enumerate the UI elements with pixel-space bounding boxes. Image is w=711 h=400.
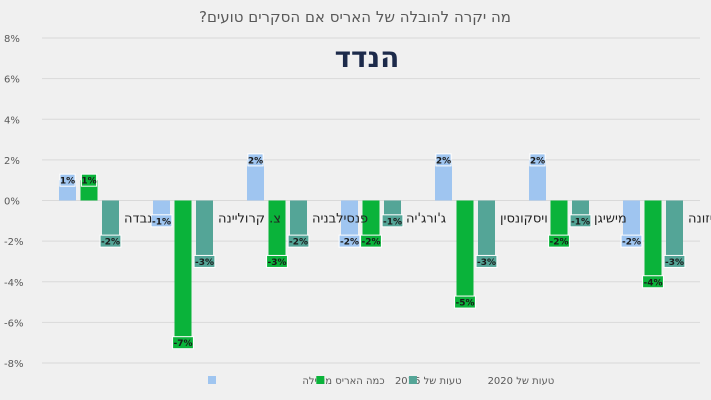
y-axis: -8% -6% -4% -2% 0% 2% 4% 6% 8% bbox=[4, 34, 23, 370]
bar bbox=[666, 200, 683, 262]
data-label: -2% bbox=[361, 238, 380, 248]
data-label-box bbox=[59, 173, 76, 187]
bar bbox=[550, 200, 568, 242]
data-label: -1% bbox=[383, 217, 402, 227]
bar bbox=[268, 200, 286, 262]
category-label: צ. קרוליינה bbox=[218, 212, 281, 227]
y-tick-label: 4% bbox=[4, 115, 20, 126]
bar bbox=[529, 159, 546, 201]
y-tick-label: -8% bbox=[4, 359, 23, 370]
category-label: נבדה bbox=[124, 212, 152, 227]
data-label: -2% bbox=[549, 238, 568, 248]
data-label: -7% bbox=[173, 339, 192, 349]
data-label-box bbox=[287, 234, 310, 248]
data-label-box bbox=[338, 234, 361, 248]
bars: 1% 1%-2%-1%-7%-3%2%-3%-2% -2% -2%-1%2%-5%-3… bbox=[59, 153, 686, 350]
category-label: פנסילבניה bbox=[312, 212, 368, 227]
data-label: 1% bbox=[81, 177, 96, 187]
data-label-box bbox=[569, 214, 592, 228]
data-label-box bbox=[99, 234, 122, 248]
y-tick-label: 8% bbox=[4, 34, 20, 45]
category-label: ויסקונסין bbox=[500, 212, 548, 227]
data-label-box bbox=[360, 234, 382, 248]
data-label: -3% bbox=[195, 258, 214, 268]
data-label: -5% bbox=[455, 299, 474, 309]
bar bbox=[174, 200, 192, 343]
y-tick-label: -4% bbox=[4, 278, 23, 289]
bar bbox=[247, 159, 264, 201]
y-tick-label: -2% bbox=[4, 237, 23, 248]
data-label-box bbox=[266, 254, 288, 268]
data-label-box bbox=[435, 153, 452, 167]
logo-text: הנדד bbox=[335, 41, 400, 74]
data-label-box bbox=[150, 214, 173, 228]
legend-swatch bbox=[316, 376, 325, 384]
legend-label: טעות של 2020 bbox=[488, 376, 555, 387]
bar bbox=[623, 200, 640, 242]
category-label: אריזונה bbox=[688, 212, 711, 227]
chart-title: מה יקרה להובלה של האריס אם הסקרים טועים? bbox=[199, 8, 511, 26]
data-label: 2% bbox=[530, 156, 545, 166]
data-label: -3% bbox=[665, 258, 684, 268]
legend-swatch bbox=[208, 376, 216, 384]
legend-label: כמה האריס מובילה bbox=[302, 376, 384, 387]
data-label: -4% bbox=[643, 278, 662, 288]
y-tick-label: 2% bbox=[4, 156, 20, 167]
legend-swatch bbox=[408, 376, 417, 384]
bar bbox=[478, 200, 495, 262]
data-label-box bbox=[548, 234, 570, 248]
bar bbox=[290, 200, 307, 242]
data-label: 1% bbox=[60, 177, 75, 187]
brand-logo: הנדד bbox=[335, 41, 400, 74]
data-label-box bbox=[642, 275, 664, 289]
category-labels: נבדה צ. קרוליינה פנסילבניה ג'ורג'יה ויסקונסי… bbox=[124, 212, 711, 227]
data-label-box bbox=[381, 214, 404, 228]
data-label: -3% bbox=[477, 258, 496, 268]
data-label-box bbox=[193, 254, 216, 268]
bar bbox=[456, 200, 474, 303]
data-label-box bbox=[663, 254, 686, 268]
data-label-box bbox=[172, 336, 194, 350]
bar bbox=[435, 159, 452, 201]
data-label: -3% bbox=[267, 258, 286, 268]
legend-label: טעות של 2016 bbox=[395, 376, 462, 387]
data-label: -2% bbox=[289, 238, 308, 248]
y-tick-label: -6% bbox=[4, 318, 23, 329]
y-tick-label: 6% bbox=[4, 75, 20, 86]
data-label: -2% bbox=[622, 238, 641, 248]
data-label: -1% bbox=[571, 217, 590, 227]
bar bbox=[644, 200, 662, 282]
data-label-box bbox=[475, 254, 498, 268]
bar bbox=[196, 200, 213, 262]
category-label: ג'ורג'יה bbox=[406, 212, 446, 227]
data-label: -2% bbox=[101, 238, 120, 248]
bar bbox=[362, 200, 380, 242]
data-label: -1% bbox=[152, 217, 171, 227]
data-label-box bbox=[247, 153, 264, 167]
bar bbox=[341, 200, 358, 242]
y-tick-label: 0% bbox=[4, 197, 20, 208]
data-label: 2% bbox=[248, 156, 263, 166]
bar bbox=[102, 200, 119, 242]
data-label: -2% bbox=[340, 238, 359, 248]
category-label: מישיגן bbox=[594, 212, 627, 227]
data-label: 2% bbox=[436, 156, 451, 166]
data-label-box bbox=[620, 234, 643, 248]
data-label-box bbox=[529, 153, 546, 167]
legend: כמה האריס מובילה טעות של 2016 טעות של 2020 bbox=[208, 376, 554, 387]
data-label-box bbox=[454, 295, 476, 309]
data-label-box bbox=[80, 173, 98, 187]
